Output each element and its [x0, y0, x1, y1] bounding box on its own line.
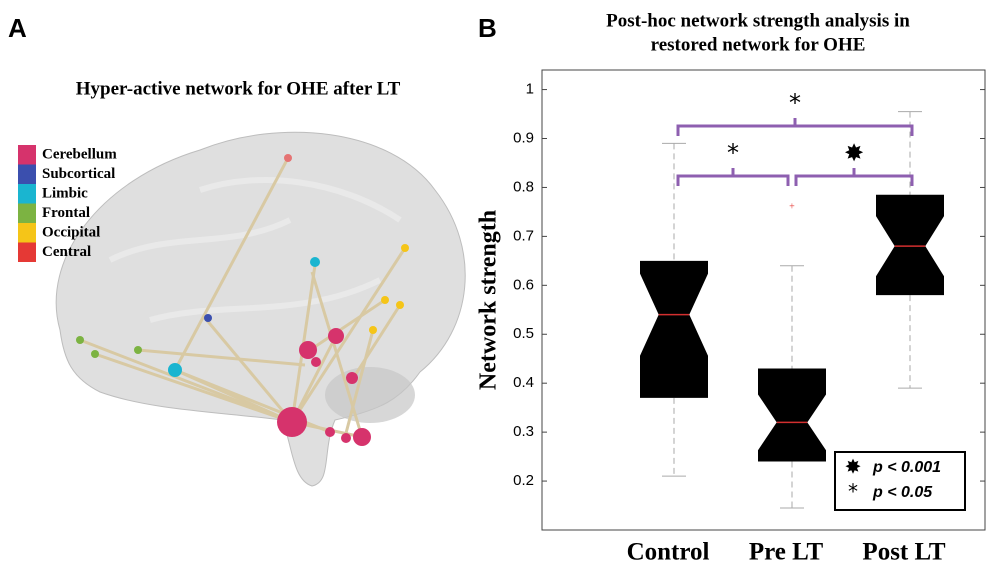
significance-bracket [678, 168, 788, 186]
legend-swatch [18, 243, 36, 263]
cerebellum-shape [325, 367, 415, 423]
plot: 0.2 0.3 0.4 0.5 0.6 0.7 0.8 0.9 1 Control Pre LT + P… [513, 81, 985, 566]
legend-swatch [18, 204, 36, 224]
outlier: + [789, 201, 795, 212]
legend-label: Occipital [42, 224, 100, 240]
legend-label: p < 0.05 [872, 484, 933, 501]
panel-label: B [478, 13, 497, 43]
y-tick-label: 0.6 [513, 276, 534, 293]
box [640, 261, 708, 398]
significance-bracket [678, 118, 912, 136]
y-tick-label: 0.5 [513, 325, 534, 342]
x-tick-label: Pre LT [749, 539, 824, 566]
legend-swatch [18, 165, 36, 185]
significance-mark: ✸ [844, 139, 864, 167]
legend-label: Central [42, 244, 91, 260]
legend-label: Subcortical [42, 166, 115, 182]
brain [56, 132, 465, 486]
significance-mark: * [789, 89, 801, 117]
legend-label: Limbic [42, 185, 88, 201]
y-axis-label: Network strength [476, 210, 502, 390]
y-tick-label: 0.2 [513, 472, 534, 489]
y-tick-label: 0.3 [513, 423, 534, 440]
chart-title: Post-hoc network strength analysis in [606, 10, 910, 31]
significance-mark: * [727, 139, 739, 167]
panel-title: Hyper-active network for OHE after LT [76, 78, 401, 99]
chart-title: restored network for OHE [651, 34, 866, 55]
legend-swatch [18, 145, 36, 165]
box [876, 195, 944, 295]
legend-symbol: * [848, 480, 858, 504]
y-tick-label: 0.7 [513, 227, 534, 244]
y-tick-label: 0.8 [513, 178, 534, 195]
box [758, 369, 826, 462]
x-tick-label: Control [627, 539, 710, 566]
panel-label: A [8, 13, 27, 43]
figure: A Hyper-active network for OHE after LT … [0, 0, 991, 567]
legend-symbol: ✸ [845, 455, 862, 479]
legend-swatch [18, 223, 36, 243]
y-tick-label: 0.9 [513, 129, 534, 146]
legend-swatch [18, 184, 36, 204]
legend-label: Frontal [42, 205, 90, 221]
legend-label: p < 0.001 [872, 459, 941, 476]
y-tick-label: 0.4 [513, 374, 534, 391]
x-tick-label: Post LT [862, 539, 945, 566]
legend-label: Cerebellum [42, 146, 117, 162]
significance-bracket [796, 168, 912, 186]
y-tick-label: 1 [526, 81, 534, 98]
